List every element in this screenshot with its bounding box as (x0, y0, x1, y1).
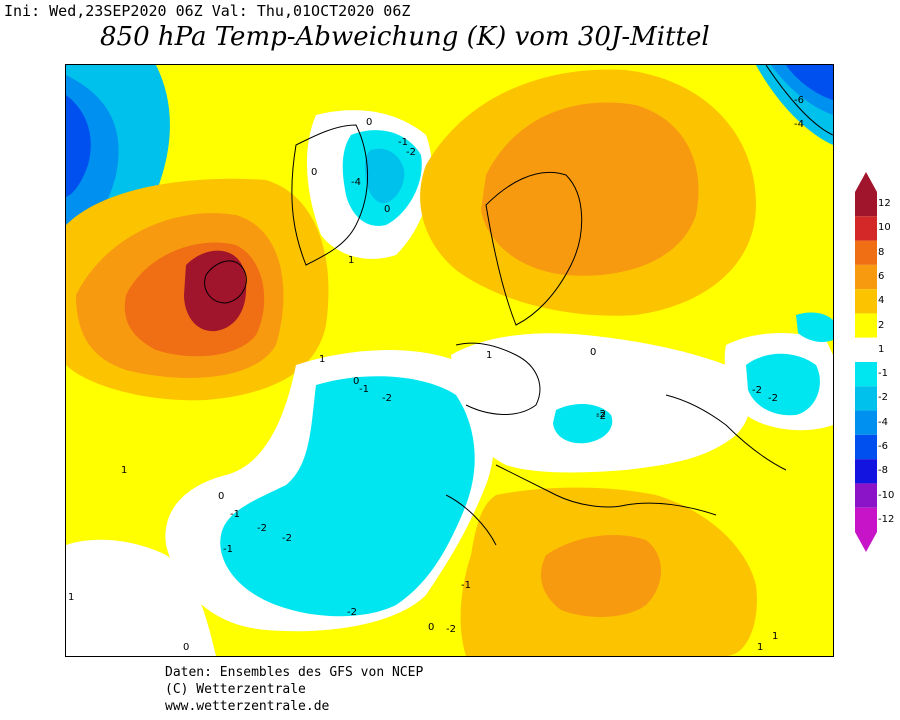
contour-label: 1 (486, 350, 492, 361)
legend-label: 6 (878, 271, 885, 282)
contour-labels: -6 -4 0 -1 -2 -4 0 0 1 1 0 -1 -2 -2 1 0 … (68, 95, 804, 653)
contour-label: 1 (121, 465, 127, 476)
val-value: Thu,01OCT2020 06Z (256, 2, 411, 20)
legend-bar (855, 172, 877, 552)
contour-label: 1 (319, 354, 325, 365)
cold-region-alps (553, 403, 613, 444)
contour-label: -2 (596, 409, 606, 420)
warm-region-scandinavia (481, 102, 699, 276)
contour-label: -2 (406, 147, 416, 158)
legend-swatch (855, 459, 877, 484)
ini-value: Wed,23SEP2020 06Z (49, 2, 203, 20)
cold-region-ne-center (786, 65, 833, 100)
legend-label: 1 (878, 343, 885, 355)
cold-region-nw-center (66, 95, 91, 197)
cold-region-greenland-core (364, 148, 405, 204)
legend-swatch (855, 410, 877, 435)
contour-label: 0 (353, 376, 359, 387)
credit-copyright: (C) Wetterzentrale (165, 682, 306, 697)
neutral-region-southwest (66, 539, 216, 656)
legend-swatch (855, 386, 877, 411)
legend-label: -1 (878, 368, 888, 380)
contour-label: 1 (772, 631, 778, 642)
contour-label: 0 (366, 117, 372, 128)
contour-label: -2 (347, 607, 357, 618)
legend-label: 10 (878, 222, 891, 234)
run-info: Ini: Wed,23SEP2020 06Z Val: Thu,01OCT202… (4, 2, 410, 20)
legend-arrow-top (855, 172, 877, 192)
map-title: 850 hPa Temp-Abweichung (K) vom 30J-Mitt… (100, 22, 710, 52)
contour-label: 0 (183, 642, 189, 653)
contour-label: -4 (794, 119, 804, 130)
contour-label: -2 (768, 393, 778, 404)
contour-label: -2 (282, 533, 292, 544)
contour-label: 0 (428, 622, 434, 633)
legend-arrow-bottom (855, 532, 877, 552)
legend-label: -12 (878, 513, 895, 525)
contour-label: 1 (68, 592, 74, 603)
legend-swatch (855, 240, 877, 265)
cold-region-east (746, 353, 820, 416)
contour-label: 1 (348, 255, 354, 266)
warm-region-iceland-core (184, 250, 247, 332)
contour-label: -1 (223, 544, 233, 555)
ini-label: Ini: (4, 2, 41, 20)
neutral-region-central-europe (451, 333, 750, 473)
credit-data-source: Daten: Ensembles des GFS von NCEP (165, 665, 424, 680)
contour-label: -1 (230, 509, 240, 520)
coastlines (204, 65, 833, 546)
anomaly-map: -6 -4 0 -1 -2 -4 0 0 1 1 0 -1 -2 -2 1 0 … (66, 65, 833, 656)
contour-label: 0 (311, 167, 317, 178)
contour-label: -6 (794, 95, 804, 106)
legend-label: 8 (878, 246, 885, 258)
cold-region-caspian (796, 312, 833, 343)
legend-label: -6 (878, 441, 888, 452)
contour-label: 0 (590, 347, 596, 358)
legend-swatch (855, 216, 877, 241)
contour-label: -1 (398, 137, 408, 148)
legend-label: -10 (878, 489, 895, 501)
map-panel: -6 -4 0 -1 -2 -4 0 0 1 1 0 -1 -2 -2 1 0 … (65, 64, 834, 657)
legend-swatch (855, 434, 877, 460)
color-legend: 12 10 8 6 4 2 1 -1 -2 -4 -6 -8 -10 -12 (855, 172, 899, 552)
legend-swatch (855, 483, 877, 508)
legend-swatch (855, 362, 877, 387)
contour-label: -2 (382, 393, 392, 404)
legend-swatch (855, 289, 877, 314)
contour-label: -1 (461, 580, 471, 591)
legend-label: -8 (878, 465, 888, 477)
cold-region-atlantic (220, 376, 475, 617)
contour-label: -2 (752, 385, 762, 396)
contour-label: -2 (446, 624, 456, 635)
legend-swatch (855, 264, 877, 290)
legend-label: -2 (878, 392, 888, 404)
legend-swatch (855, 192, 877, 217)
contour-label: -4 (351, 177, 361, 188)
contour-label: 0 (218, 491, 224, 502)
legend-swatch (855, 337, 877, 362)
legend-label: 12 (878, 198, 891, 210)
contour-label: 1 (757, 642, 763, 653)
credits: Daten: Ensembles des GFS von NCEP (C) We… (165, 664, 423, 715)
contour-label: 0 (384, 204, 390, 215)
contour-label: -1 (359, 384, 369, 395)
contour-label: -2 (596, 411, 606, 422)
val-label: Val: (211, 2, 248, 20)
legend-label: -4 (878, 416, 888, 428)
contour-label: -2 (257, 523, 267, 534)
legend-label: 2 (878, 319, 885, 331)
legend-swatch (855, 507, 877, 532)
legend-label: 4 (878, 295, 885, 307)
credit-website: www.wetterzentrale.de (165, 699, 330, 714)
warm-region-sahara (541, 535, 661, 617)
legend-swatch (855, 313, 877, 338)
